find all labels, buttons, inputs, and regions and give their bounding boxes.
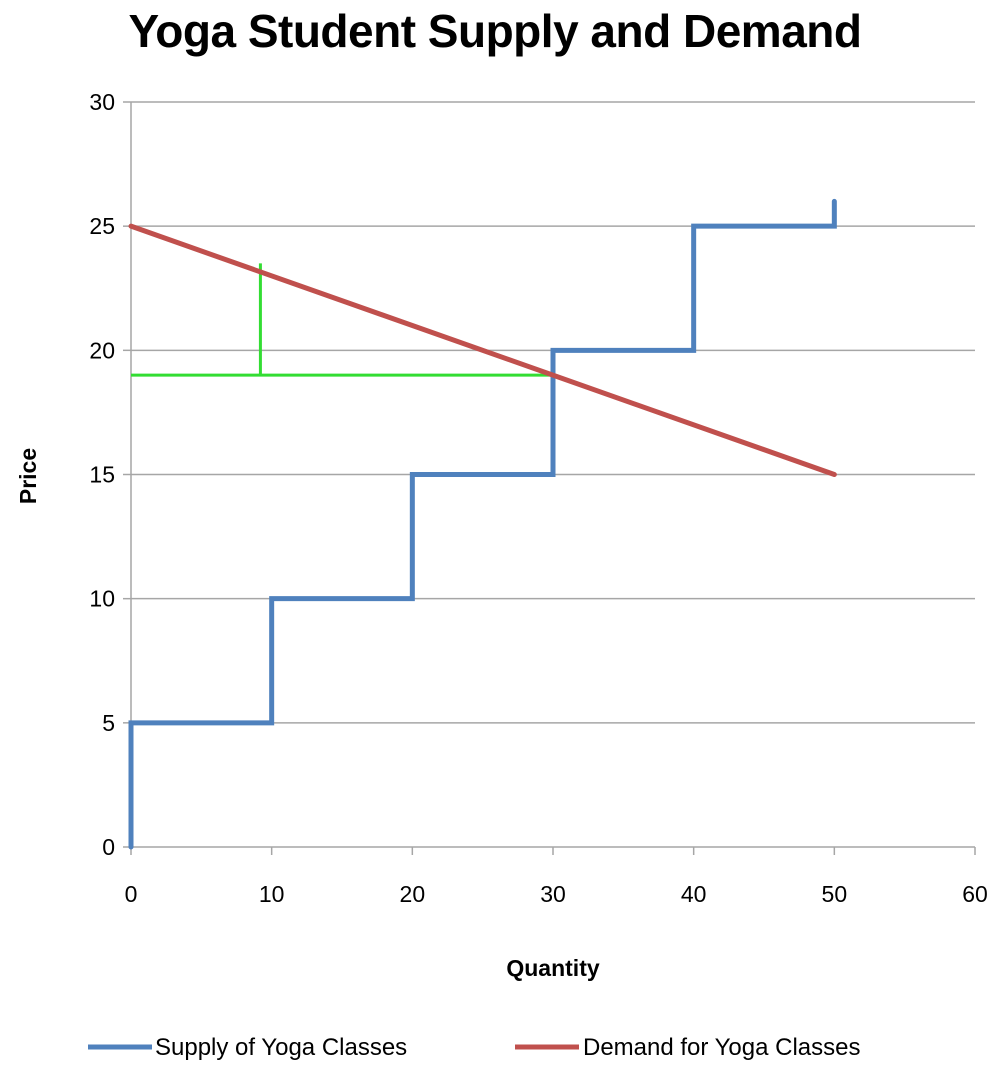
x-tick-label: 0 — [125, 881, 138, 907]
annotation-lines — [131, 263, 553, 377]
axes — [123, 101, 976, 855]
y-tick-label: 30 — [89, 89, 115, 115]
y-tick-label: 20 — [89, 337, 115, 363]
y-tick-label: 15 — [89, 462, 115, 488]
x-tick-label: 20 — [400, 881, 426, 907]
legend-label: Demand for Yoga Classes — [583, 1034, 861, 1061]
series-lines — [128, 198, 837, 850]
tick-labels: 0 5 10 15 20 25 30 0 10 20 30 40 50 60 — [89, 89, 987, 907]
chart-title: Yoga Student Supply and Demand — [128, 5, 862, 57]
series-line-supply-of-yoga-classes — [128, 198, 837, 850]
x-tick-label: 60 — [962, 881, 988, 907]
y-tick-label: 0 — [102, 834, 115, 860]
x-axis-title: Quantity — [506, 955, 599, 981]
y-tick-label: 10 — [89, 586, 115, 612]
y-tick-label: 5 — [102, 710, 115, 736]
x-tick-label: 10 — [259, 881, 285, 907]
x-tick-label: 30 — [540, 881, 566, 907]
series-line-demand-for-yoga-classes — [128, 223, 837, 477]
legend: Supply of Yoga Classes Demand for Yoga Cl… — [88, 1034, 861, 1061]
legend-label: Supply of Yoga Classes — [155, 1034, 407, 1061]
y-axis-title: Price — [15, 448, 41, 504]
x-tick-label: 40 — [681, 881, 707, 907]
y-tick-label: 25 — [89, 213, 115, 239]
x-tick-label: 50 — [822, 881, 848, 907]
